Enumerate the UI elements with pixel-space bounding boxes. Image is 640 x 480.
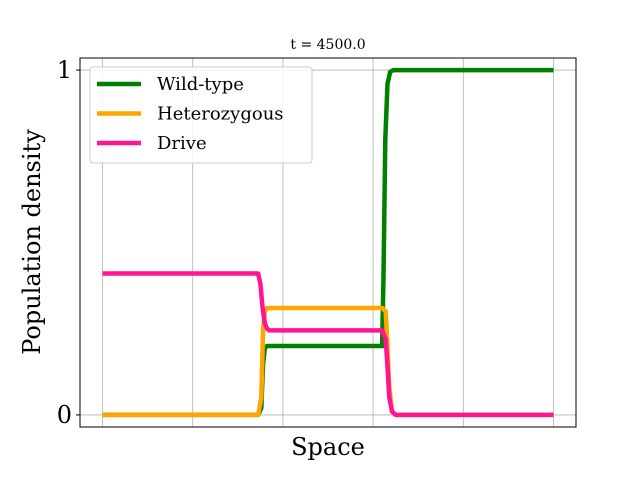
y-tick-label: 0 [57, 401, 72, 429]
series-group [102, 67, 554, 418]
y-axis-label: Population density [18, 129, 46, 355]
legend-label: Heterozygous [157, 104, 284, 125]
y-ticks: 01 [57, 56, 80, 429]
legend-label: Drive [157, 133, 207, 154]
series-line-drive [102, 271, 554, 418]
chart-title: t = 4500.0 [290, 37, 365, 53]
y-tick-label: 1 [57, 56, 72, 84]
legend-label: Wild-type [157, 74, 244, 95]
legend: Wild-type Heterozygous Drive [89, 66, 313, 164]
legend-box [89, 66, 313, 164]
plot-frame [79, 57, 577, 428]
x-axis-label: Space [291, 433, 365, 461]
